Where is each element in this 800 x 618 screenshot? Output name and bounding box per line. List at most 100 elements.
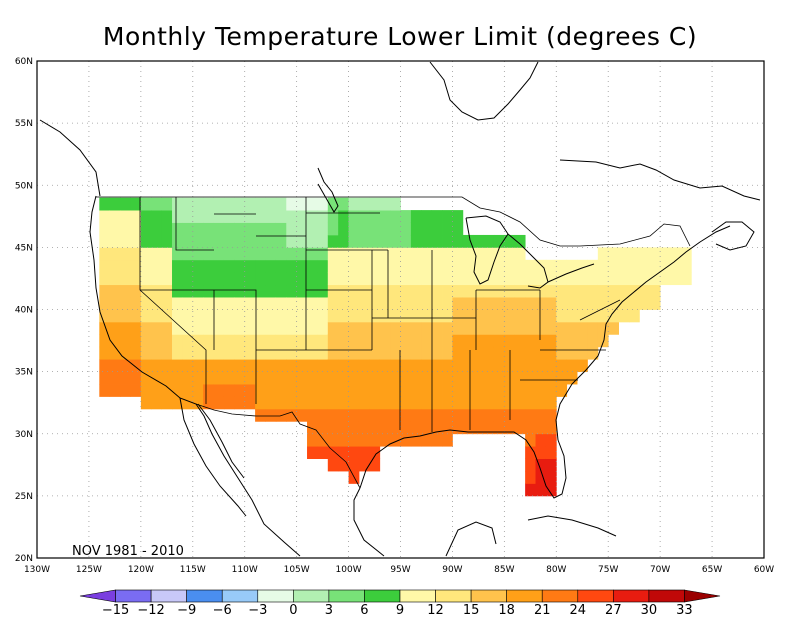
temperature-cell bbox=[535, 384, 547, 397]
temperature-cell bbox=[151, 284, 163, 298]
lon-tick-label: 70W bbox=[650, 565, 670, 575]
temperature-cell bbox=[462, 396, 474, 410]
temperature-cell bbox=[504, 421, 516, 435]
temperature-cell bbox=[442, 259, 453, 273]
temperature-cell bbox=[400, 408, 412, 422]
temperature-cell bbox=[161, 284, 173, 298]
temperature-cell bbox=[151, 222, 163, 236]
temperature-cell bbox=[182, 247, 194, 261]
temperature-cell bbox=[442, 247, 453, 261]
temperature-cell bbox=[410, 433, 422, 447]
temperature-cell bbox=[223, 396, 235, 410]
temperature-cell bbox=[400, 222, 412, 236]
temperature-cell bbox=[390, 334, 401, 348]
temperature-cell bbox=[192, 371, 204, 385]
temperature-cell bbox=[192, 321, 204, 335]
temperature-cell bbox=[545, 334, 557, 348]
temperature-cell bbox=[545, 471, 557, 484]
temperature-cell bbox=[462, 408, 474, 422]
lon-tick-label: 90W bbox=[442, 565, 462, 575]
temperature-cell bbox=[504, 259, 516, 273]
temperature-cell bbox=[161, 346, 173, 360]
temperature-cell bbox=[587, 272, 599, 286]
temperature-cell bbox=[452, 371, 464, 385]
temperature-cell bbox=[338, 272, 349, 286]
temperature-cell bbox=[400, 210, 412, 223]
temperature-cell bbox=[99, 346, 111, 360]
temperature-cell bbox=[317, 359, 329, 373]
temperature-cell bbox=[275, 359, 287, 373]
temperature-cell bbox=[307, 247, 318, 261]
temperature-cell bbox=[99, 222, 111, 236]
temperature-cell bbox=[213, 309, 225, 323]
temperature-cell bbox=[172, 396, 183, 410]
temperature-cell bbox=[535, 297, 547, 310]
temperature-cell bbox=[203, 247, 214, 261]
temperature-cell bbox=[358, 433, 370, 447]
temperature-cell bbox=[566, 272, 578, 286]
temperature-cell bbox=[338, 222, 349, 236]
temperature-cell bbox=[535, 346, 547, 360]
lat-tick-label: 25N bbox=[15, 492, 33, 502]
temperature-cell bbox=[161, 396, 173, 410]
temperature-cell bbox=[410, 384, 422, 397]
temperature-cell bbox=[660, 247, 671, 261]
temperature-cell bbox=[514, 272, 526, 286]
temperature-cell bbox=[390, 210, 401, 223]
temperature-cell bbox=[317, 210, 329, 223]
temperature-cell bbox=[348, 309, 360, 323]
temperature-cell bbox=[483, 384, 495, 397]
temperature-cell bbox=[421, 247, 433, 261]
temperature-cell bbox=[182, 396, 194, 410]
temperature-cell bbox=[400, 433, 412, 447]
temperature-cell bbox=[275, 384, 287, 397]
temperature-cell bbox=[421, 210, 433, 223]
temperature-cell bbox=[296, 334, 308, 348]
temperature-cell bbox=[431, 210, 443, 223]
temperature-cell bbox=[286, 234, 298, 248]
temperature-cell bbox=[234, 309, 246, 323]
temperature-cell bbox=[286, 210, 298, 223]
temperature-cell bbox=[130, 222, 142, 236]
temperature-cell bbox=[338, 297, 349, 310]
temperature-cell bbox=[338, 408, 349, 422]
temperature-cell bbox=[556, 346, 568, 360]
temperature-cell bbox=[577, 334, 588, 348]
temperature-cell bbox=[223, 359, 235, 373]
temperature-cell bbox=[545, 272, 557, 286]
temperature-cell bbox=[369, 359, 381, 373]
temperature-cell bbox=[120, 309, 131, 323]
temperature-cell bbox=[327, 234, 339, 248]
temperature-cell bbox=[140, 284, 152, 298]
temperature-cell bbox=[493, 284, 505, 298]
temperature-cell bbox=[296, 297, 308, 310]
canada-northeast bbox=[559, 159, 761, 201]
temperature-cell bbox=[307, 384, 318, 397]
temperature-cell bbox=[130, 259, 142, 273]
temperature-cell bbox=[566, 334, 578, 348]
temperature-cell bbox=[151, 272, 163, 286]
temperature-cell bbox=[234, 234, 246, 248]
temperature-cell bbox=[348, 284, 360, 298]
temperature-cell bbox=[525, 346, 536, 360]
temperature-cell bbox=[442, 309, 453, 323]
temperature-cell bbox=[483, 284, 495, 298]
temperature-cell bbox=[379, 247, 391, 261]
temperature-cell bbox=[182, 197, 194, 211]
temperature-cell bbox=[410, 284, 422, 298]
temperature-cell bbox=[556, 297, 568, 310]
temperature-cell bbox=[577, 297, 588, 310]
temperature-cell bbox=[379, 421, 391, 435]
temperature-cell bbox=[151, 247, 163, 261]
temperature-cell bbox=[286, 247, 298, 261]
temperature-cell bbox=[369, 334, 381, 348]
temperature-cell bbox=[390, 272, 401, 286]
temperature-cell bbox=[213, 334, 225, 348]
temperature-cell bbox=[379, 384, 391, 397]
temperature-cell bbox=[265, 259, 277, 273]
temperature-cell bbox=[327, 259, 339, 273]
temperature-cell bbox=[421, 272, 433, 286]
temperature-cell bbox=[265, 272, 277, 286]
temperature-cell bbox=[296, 321, 308, 335]
temperature-cell bbox=[535, 421, 547, 435]
